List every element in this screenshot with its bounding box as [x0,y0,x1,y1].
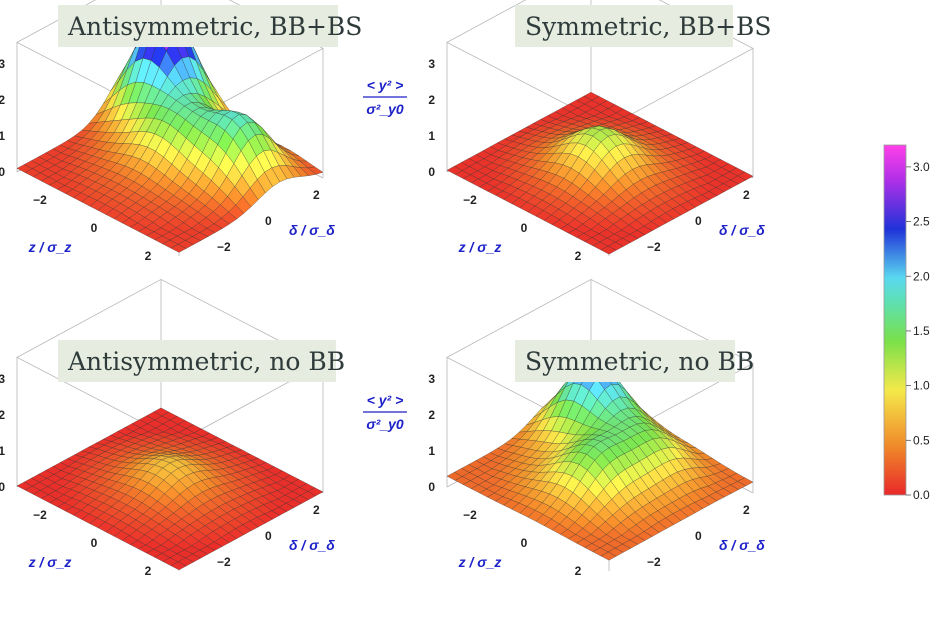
surface-cell [600,245,617,255]
surface-cell [170,561,187,571]
y-tick-label: 0 [265,529,272,543]
y-axis-label: δ / σ_δ [289,537,335,553]
x-tick-label: 2 [575,249,582,263]
z-axis-label-numerator: < y² > [367,77,404,93]
z-tick-label: 0 [0,165,5,179]
x-tick-label: 0 [521,221,528,235]
z-tick-label: 2 [0,408,5,422]
y-tick-label: 0 [695,529,702,543]
colorbar-tick-label: 0.0 [913,488,930,502]
colorbar-tick-label: 2.5 [913,215,930,229]
x-tick-label: −2 [33,508,47,522]
y-tick-label: 2 [313,188,320,202]
z-tick-label: 0 [0,480,5,494]
z-axis-label: < y² > σ²_y0 [363,392,407,432]
x-axis-label: z / σ_z [458,239,502,255]
panel-title-background [58,5,338,47]
y-tick-label: 2 [313,503,320,517]
x-tick-label: −2 [463,508,477,522]
x-tick-label: 2 [575,564,582,578]
colorbar-tick-label: 0.5 [913,433,930,447]
z-tick-label: 3 [428,372,435,386]
z-tick-label: 1 [0,444,5,458]
y-tick-label: −2 [647,240,661,254]
z-axis-label-denominator: σ²_y0 [366,416,404,432]
surface-mesh [446,91,754,255]
x-tick-label: 0 [91,536,98,550]
panel-title-background [515,340,735,382]
z-tick-label: 1 [428,444,435,458]
z-tick-label: 3 [0,57,5,71]
y-tick-label: −2 [647,555,661,569]
y-axis-label: δ / σ_δ [719,537,765,553]
colorbar-tick-label: 1.0 [913,379,930,393]
z-tick-label: 3 [0,372,5,386]
z-axis-label: < y² > σ²_y0 [363,77,407,117]
x-axis-label: z / σ_z [28,239,72,255]
colorbar-tick-label: 3.0 [913,160,930,174]
z-tick-label: 3 [428,57,435,71]
panel-title: Symmetric, BB+BS [525,12,772,41]
z-tick-label: 1 [0,129,5,143]
x-tick-label: 0 [91,221,98,235]
z-tick-label: 2 [428,93,435,107]
z-tick-label: 0 [428,480,435,494]
x-tick-label: 0 [521,536,528,550]
z-tick-label: 0 [428,165,435,179]
y-tick-label: −2 [217,240,231,254]
x-tick-label: 2 [145,564,152,578]
z-tick-label: 1 [428,129,435,143]
z-axis-label-numerator: < y² > [367,392,404,408]
z-axis-label-denominator: σ²_y0 [366,101,404,117]
y-tick-label: −2 [217,555,231,569]
y-tick-label: 2 [743,503,750,517]
z-tick-label: 2 [0,93,5,107]
panel-title: Antisymmetric, BB+BS [67,12,362,41]
panel-title: Symmetric, no BB [525,347,754,376]
surface-mesh [446,363,754,561]
x-axis-label: z / σ_z [28,554,72,570]
colorbar-tick-label: 1.5 [913,324,930,338]
x-tick-label: −2 [33,193,47,207]
x-axis-label: z / σ_z [458,554,502,570]
surface-cell [600,551,617,561]
colorbar-gradient [883,144,907,496]
panel-title-background [515,5,733,47]
surface-mesh [16,9,324,253]
x-tick-label: 2 [145,249,152,263]
surface-panel: 0 1 2 3 −2 0 2 2 0 −2 z / σ_z δ / σ_δ < y² > σ²_y0 Sym… [363,0,772,263]
panel-title-background [58,340,336,382]
z-tick-label: 2 [428,408,435,422]
y-tick-label: 0 [265,214,272,228]
surface-panel: 0 1 2 3 −2 0 2 2 0 −2 z / σ_z δ / σ_δ < y² > σ²_y0 Sym… [363,278,765,578]
panel-title: Antisymmetric, no BB [67,347,345,376]
colorbar-tick-label: 2.0 [913,269,930,283]
y-axis-label: δ / σ_δ [719,222,765,238]
y-tick-label: 0 [695,214,702,228]
x-tick-label: −2 [463,193,477,207]
surface-cell [170,244,187,253]
surface-mesh [16,407,324,571]
y-tick-label: 2 [743,188,750,202]
colorbar: 0.0 0.5 1.0 1.5 2.0 2.5 3.0 [883,144,930,502]
y-axis-label: δ / σ_δ [289,222,335,238]
